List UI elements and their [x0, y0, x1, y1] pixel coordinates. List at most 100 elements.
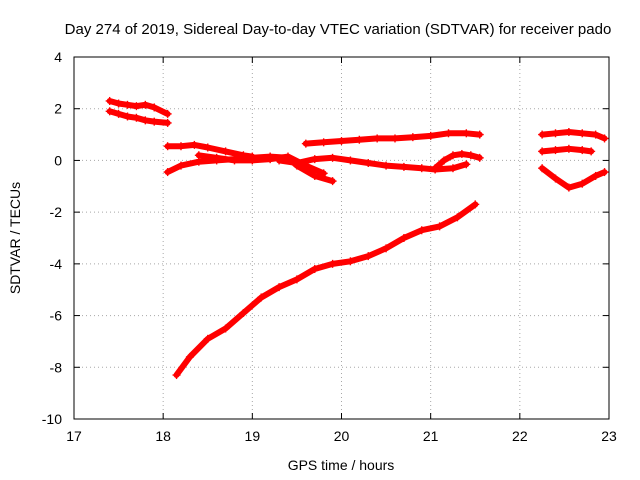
data-point	[382, 244, 391, 253]
data-point	[163, 118, 172, 127]
x-axis-label: GPS time / hours	[288, 457, 395, 473]
data-point	[373, 134, 382, 143]
data-point	[150, 117, 159, 126]
data-point	[141, 100, 150, 109]
series-arc-11	[538, 164, 609, 192]
data-point	[587, 147, 596, 156]
data-point	[163, 142, 172, 151]
data-point	[391, 134, 399, 143]
data-point	[462, 160, 471, 169]
data-point	[239, 308, 248, 317]
series-arc-1b	[105, 107, 172, 127]
plot-frame	[73, 56, 610, 420]
data-point	[248, 156, 257, 165]
y-tick-label: -10	[42, 411, 62, 427]
data-point	[591, 171, 600, 180]
data-point	[578, 129, 587, 138]
data-point	[471, 200, 480, 209]
chart-title: Day 274 of 2019, Sidereal Day-to-day VTE…	[65, 21, 612, 38]
data-point	[551, 174, 560, 183]
data-point	[141, 116, 150, 125]
x-tick-label: 20	[334, 428, 350, 444]
data-point	[301, 139, 310, 148]
data-point	[364, 252, 373, 261]
x-tick-label: 17	[66, 428, 82, 444]
data-point	[123, 112, 132, 121]
series-arc-1a	[105, 96, 172, 118]
data-point	[172, 371, 181, 380]
data-point	[194, 151, 203, 160]
data-point	[292, 159, 301, 168]
y-tick-label: 0	[54, 152, 62, 168]
grid	[74, 57, 609, 419]
x-tick-label: 21	[423, 428, 439, 444]
y-tick-label: -8	[50, 359, 63, 375]
data-point	[417, 164, 426, 173]
data-point	[600, 134, 609, 143]
data-point	[408, 133, 417, 142]
x-tick-label: 23	[601, 428, 617, 444]
series-arc-8	[172, 200, 480, 380]
data-point	[564, 183, 573, 192]
data-point	[310, 265, 319, 274]
data-point	[203, 143, 212, 152]
data-point	[221, 324, 230, 333]
x-tick-label: 18	[155, 428, 171, 444]
data-point	[257, 293, 266, 302]
data-point	[328, 153, 337, 162]
data-point	[591, 130, 600, 139]
data-point	[431, 164, 440, 173]
data-point	[163, 168, 172, 177]
y-axis-label: SDTVAR / TECUs	[7, 182, 23, 294]
data-point	[444, 129, 453, 138]
data-point	[310, 155, 319, 164]
data-point	[328, 259, 337, 268]
data-point	[275, 283, 284, 292]
data-point	[538, 147, 547, 156]
data-point	[475, 153, 484, 162]
data-point	[203, 334, 212, 343]
data-point	[417, 226, 426, 235]
data-point	[538, 164, 547, 173]
y-tick-label: -2	[50, 204, 63, 220]
data-point	[399, 234, 408, 242]
data-point	[382, 161, 391, 170]
data-point	[538, 130, 547, 139]
data-point	[266, 155, 275, 164]
data-point	[337, 137, 346, 146]
y-tick-label: 2	[54, 101, 62, 117]
data-point	[212, 153, 221, 162]
data-point	[551, 146, 560, 155]
data-point	[105, 96, 114, 105]
data-point	[453, 213, 462, 222]
data-point	[105, 107, 114, 116]
data-point	[355, 135, 364, 144]
data-point	[448, 151, 457, 160]
data-point	[177, 161, 185, 170]
data-point	[435, 222, 444, 231]
data-point	[364, 159, 373, 168]
data-point	[600, 168, 609, 177]
data-point	[426, 131, 435, 140]
data-point	[319, 169, 328, 178]
data-point	[114, 99, 123, 108]
data-point	[230, 156, 239, 165]
data-point	[466, 151, 475, 160]
data-point	[292, 275, 301, 284]
data-point	[177, 142, 185, 151]
data-point	[551, 129, 560, 138]
y-tick-label: -4	[50, 256, 63, 272]
data-point	[346, 156, 355, 165]
series-arc-9	[538, 127, 609, 143]
data-point	[275, 156, 284, 165]
series-arc-10	[538, 144, 596, 156]
data-point	[564, 127, 573, 136]
data-point	[163, 109, 172, 118]
data-point	[457, 149, 466, 158]
data-point	[440, 156, 449, 165]
data-point	[578, 146, 587, 155]
data-point	[462, 129, 471, 138]
data-point	[346, 257, 355, 266]
